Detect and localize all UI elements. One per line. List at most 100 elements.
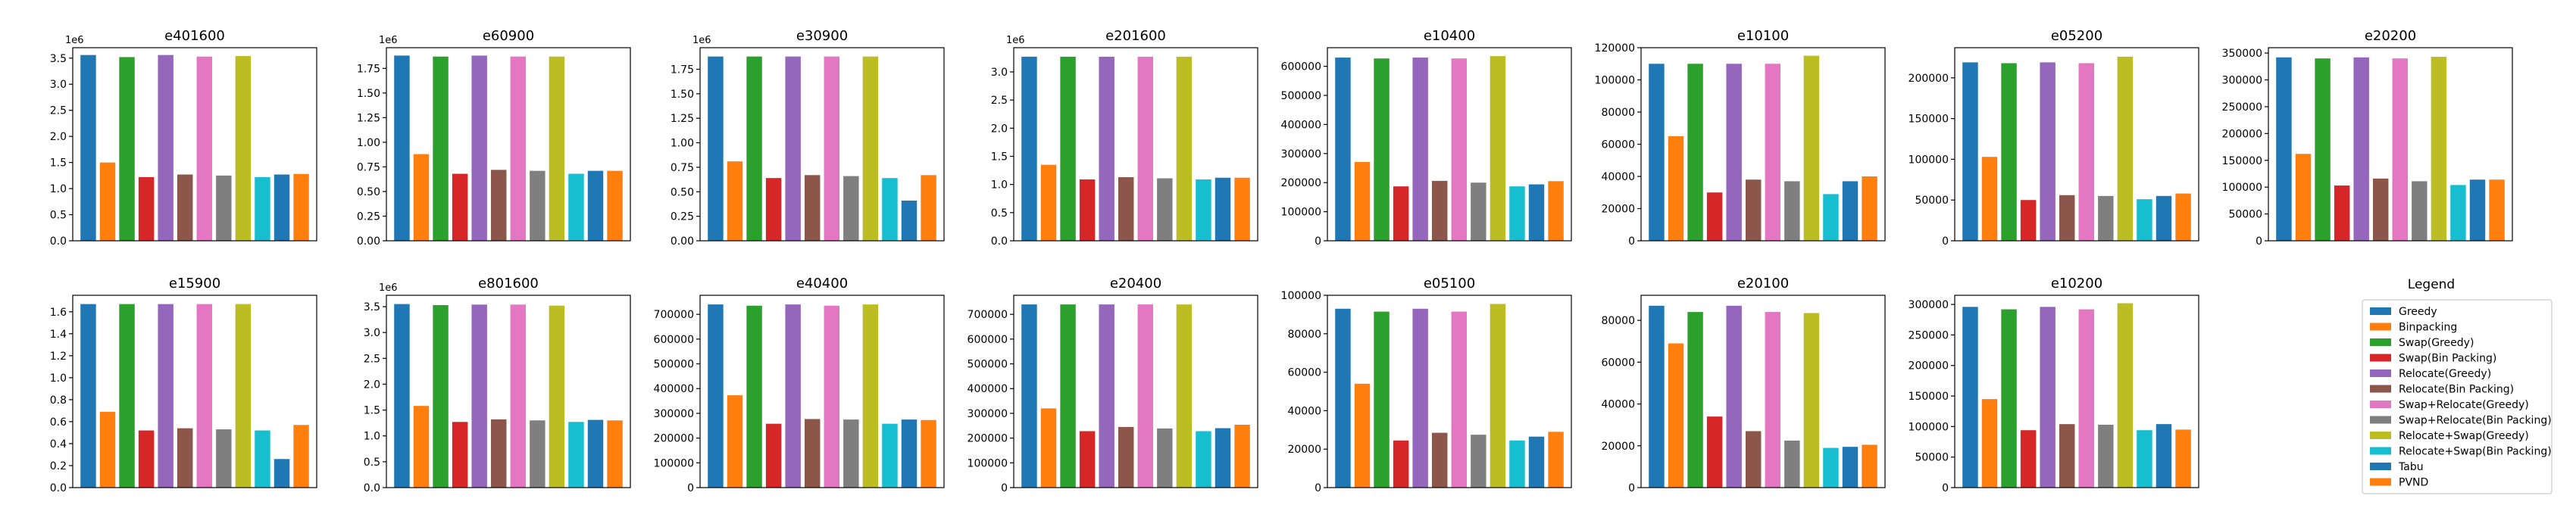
y-tick-label: 0.75 [671,162,694,174]
bar [2117,56,2134,241]
y-tick-label: 0.25 [357,210,380,223]
bar [1234,424,1250,488]
bar [2040,307,2055,488]
bar [2276,57,2292,241]
bar [727,395,743,488]
bar [235,56,252,241]
y-tick-label: 80000 [1287,329,1321,341]
y-tick-label: 40000 [1601,171,1635,183]
subplot-e30900: e30900 1e6 0.00 0.25 0.50 0.75 1.00 1.25 1.50 1.7… [671,28,945,248]
plot-frame [72,295,317,488]
bar [1451,58,1467,241]
bar [510,304,526,488]
bar [138,176,155,241]
bar [119,57,135,242]
y-tick-label: 200000 [654,433,694,445]
plot-frame [386,295,631,488]
bar [1687,64,1703,241]
bar [1842,447,1859,488]
y-tick-label: 700000 [654,309,694,321]
y-tick-label: 0.2 [50,460,67,472]
bar [785,56,801,241]
y-tick-label: 250000 [1909,329,1949,341]
bar [1548,181,1564,241]
bar [1432,180,1448,241]
bar [1842,181,1859,241]
bar [1981,157,1998,241]
bar [471,55,487,241]
y-tick-label: 3.0 [991,67,1008,79]
bar [119,304,135,488]
y-tick-label: 400000 [654,383,694,395]
y-tick-label: 100000 [1909,421,1949,433]
subplot-title: e15900 [169,276,220,292]
y-tick-label: 100000 [1595,75,1635,87]
bar [921,419,936,488]
y-tick-label: 1.0 [364,431,380,443]
bar [2156,195,2172,241]
bar [1157,428,1173,488]
bar [196,56,212,241]
bar [746,305,762,488]
bar [80,304,96,488]
bar [843,419,859,488]
bar [530,170,546,241]
bar [1784,440,1800,488]
plot-frame [1954,295,2199,488]
bar [394,304,410,488]
legend-swatch [2370,369,2391,377]
bar [2353,57,2369,241]
y-tick-label: 600000 [654,334,694,346]
y-tick-label: 400000 [968,383,1008,395]
bar [1668,136,1684,241]
y-tick-label: 0.4 [50,438,67,450]
bar [2469,179,2486,241]
bar [158,55,174,241]
bar [607,170,623,241]
bar [1746,179,1762,241]
bar [1823,447,1839,488]
subplot-title: e05200 [2051,28,2102,44]
bar [1649,64,1665,241]
y-tick-label: 1.00 [357,137,380,149]
bar [607,420,623,488]
bar [862,304,879,488]
bar [1962,62,1978,241]
y-tick-label: 0.6 [50,416,67,429]
y-tick-label: 100000 [968,457,1008,469]
plot-frame [1640,295,1886,488]
legend-swatch [2370,447,2391,455]
bar [1060,56,1076,241]
y-tick-label: 0 [1001,482,1008,494]
bar [2040,62,2055,241]
bar [824,305,839,488]
bar [99,411,116,488]
bar [1509,186,1525,241]
bar [549,305,565,488]
bar [2117,303,2134,488]
y-tick-label: 0.50 [671,186,694,198]
bar [1803,55,1820,241]
legend-items: Greedy Binpacking Swap(Greedy) Swap(Bin Pac… [2370,306,2552,489]
y-tick-label: 1.6 [50,307,67,319]
bar [530,420,546,488]
legend-swatch [2370,307,2391,315]
subplot-title: e40400 [796,276,848,292]
bar [2098,195,2114,241]
y-tick-label: 1.0 [50,373,67,385]
y-tick-label: 600000 [968,334,1008,346]
bar [1746,431,1762,488]
y-tick-label: 200000 [1281,177,1321,189]
y-tick-label: 300000 [2222,75,2262,87]
bar [1803,313,1820,488]
bar [2392,58,2408,242]
legend-label: Relocate(Bin Packing) [2399,384,2514,396]
bar [1784,181,1800,241]
y-tick-label: 150000 [2222,155,2262,167]
bar [413,154,430,241]
bar [2175,429,2191,488]
y-tick-label: 0.5 [991,207,1008,220]
bar [1137,56,1153,241]
bar [433,56,449,241]
bar [2137,430,2152,488]
